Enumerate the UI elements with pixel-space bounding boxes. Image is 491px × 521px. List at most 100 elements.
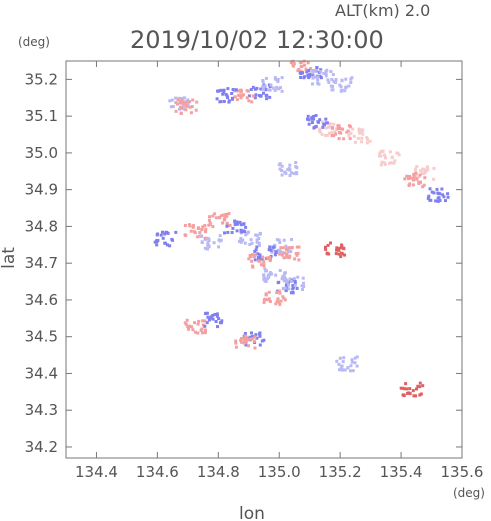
echo-pixel (294, 165, 297, 168)
y-tick-label: 34.3 (25, 401, 58, 419)
echo-pixel (276, 238, 279, 241)
echo-pixel (419, 174, 422, 177)
echo-pixel (278, 241, 281, 244)
echo-pixel (220, 321, 223, 324)
echo-pixel (416, 177, 419, 180)
echo-pixel (190, 111, 193, 114)
echo-pixel (196, 332, 199, 335)
echo-pixel (335, 246, 338, 249)
echo-pixel (229, 224, 232, 227)
echo-pixel (317, 75, 320, 78)
echo-pixel (319, 70, 322, 73)
y-tick-label: 34.7 (25, 254, 58, 272)
echo-pixel (252, 95, 255, 98)
echo-pixel (226, 231, 229, 234)
echo-pixel (244, 233, 247, 236)
echo-pixel (250, 100, 253, 103)
echo-pixel (332, 80, 335, 83)
echo-pixel (265, 77, 268, 80)
echo-pixel (441, 193, 444, 196)
echo-pixel (412, 178, 415, 181)
echo-pixel (403, 387, 406, 390)
echo-pixel (262, 260, 265, 263)
echo-pixel (235, 346, 238, 349)
echo-pixel (155, 240, 158, 243)
echo-pixel (317, 83, 320, 86)
echo-pixel (284, 172, 287, 175)
echo-pixel (263, 301, 266, 304)
y-tick-label: 34.4 (25, 364, 58, 382)
echo-cluster (427, 187, 450, 203)
echo-pixel (278, 301, 281, 304)
echo-pixel (438, 192, 441, 195)
echo-pixel (278, 290, 281, 293)
echo-pixel (204, 230, 207, 233)
echo-pixel (197, 226, 200, 229)
echo-pixel (217, 245, 220, 248)
echo-pixel (256, 238, 259, 241)
y-tick-label: 34.6 (25, 291, 58, 309)
echo-pixel (308, 123, 311, 126)
echo-pixel (195, 109, 198, 112)
echo-pixel (294, 284, 297, 287)
echo-pixel (295, 171, 298, 174)
echo-pixel (247, 231, 250, 234)
echo-pixel (423, 169, 426, 172)
echo-pixel (281, 295, 284, 298)
echo-pixel (262, 92, 265, 95)
echo-pixel (268, 245, 271, 248)
echo-pixel (329, 123, 332, 126)
echo-pixel (265, 97, 268, 100)
echo-pixel (352, 369, 355, 372)
echo-pixel (432, 178, 435, 181)
echo-pixel (250, 238, 253, 241)
echo-pixel (420, 393, 423, 396)
echo-pixel (254, 253, 257, 256)
echo-pixel (207, 244, 210, 247)
echo-pixel (343, 89, 346, 92)
echo-pixel (208, 219, 211, 222)
echo-pixel (351, 128, 354, 131)
echo-pixel (204, 247, 207, 250)
echo-pixel (403, 177, 406, 180)
echo-pixel (285, 248, 288, 251)
echo-pixel (339, 132, 342, 135)
timestamp: 2019/10/02 12:30:00 (130, 26, 384, 54)
echo-cluster (184, 223, 208, 240)
echo-pixel (192, 224, 195, 227)
echo-pixel (349, 369, 352, 372)
echo-pixel (170, 105, 173, 108)
echo-pixel (216, 97, 219, 100)
echo-pixel (262, 273, 265, 276)
echo-pixel (240, 96, 243, 99)
echo-pixel (255, 245, 258, 248)
echo-pixel (312, 127, 315, 130)
echo-pixel (251, 253, 254, 256)
echo-pixel (342, 356, 345, 359)
echo-pixel (427, 195, 430, 198)
echo-pixel (269, 300, 272, 303)
echo-pixel (166, 243, 169, 246)
echo-pixel (344, 78, 347, 81)
echo-pixel (335, 360, 338, 363)
echo-pixel (293, 277, 296, 280)
echo-pixel (262, 88, 265, 91)
echo-pixel (277, 297, 280, 300)
echo-pixel (281, 90, 284, 93)
echo-pixel (195, 101, 198, 104)
echo-pixel (331, 88, 334, 91)
echo-pixel (194, 231, 197, 234)
echo-cluster (324, 242, 346, 259)
echo-cluster (347, 128, 371, 145)
echo-pixel (170, 238, 173, 241)
echo-pixel (419, 169, 422, 172)
echo-cluster (154, 231, 178, 248)
echo-pixel (379, 155, 382, 158)
echo-pixel (167, 232, 170, 235)
echo-pixel (211, 314, 214, 317)
y-tick-label: 34.2 (25, 438, 58, 456)
echo-pixel (395, 152, 398, 155)
echo-pixel (254, 336, 257, 339)
echo-pixel (415, 165, 418, 168)
echo-cluster (174, 98, 198, 115)
